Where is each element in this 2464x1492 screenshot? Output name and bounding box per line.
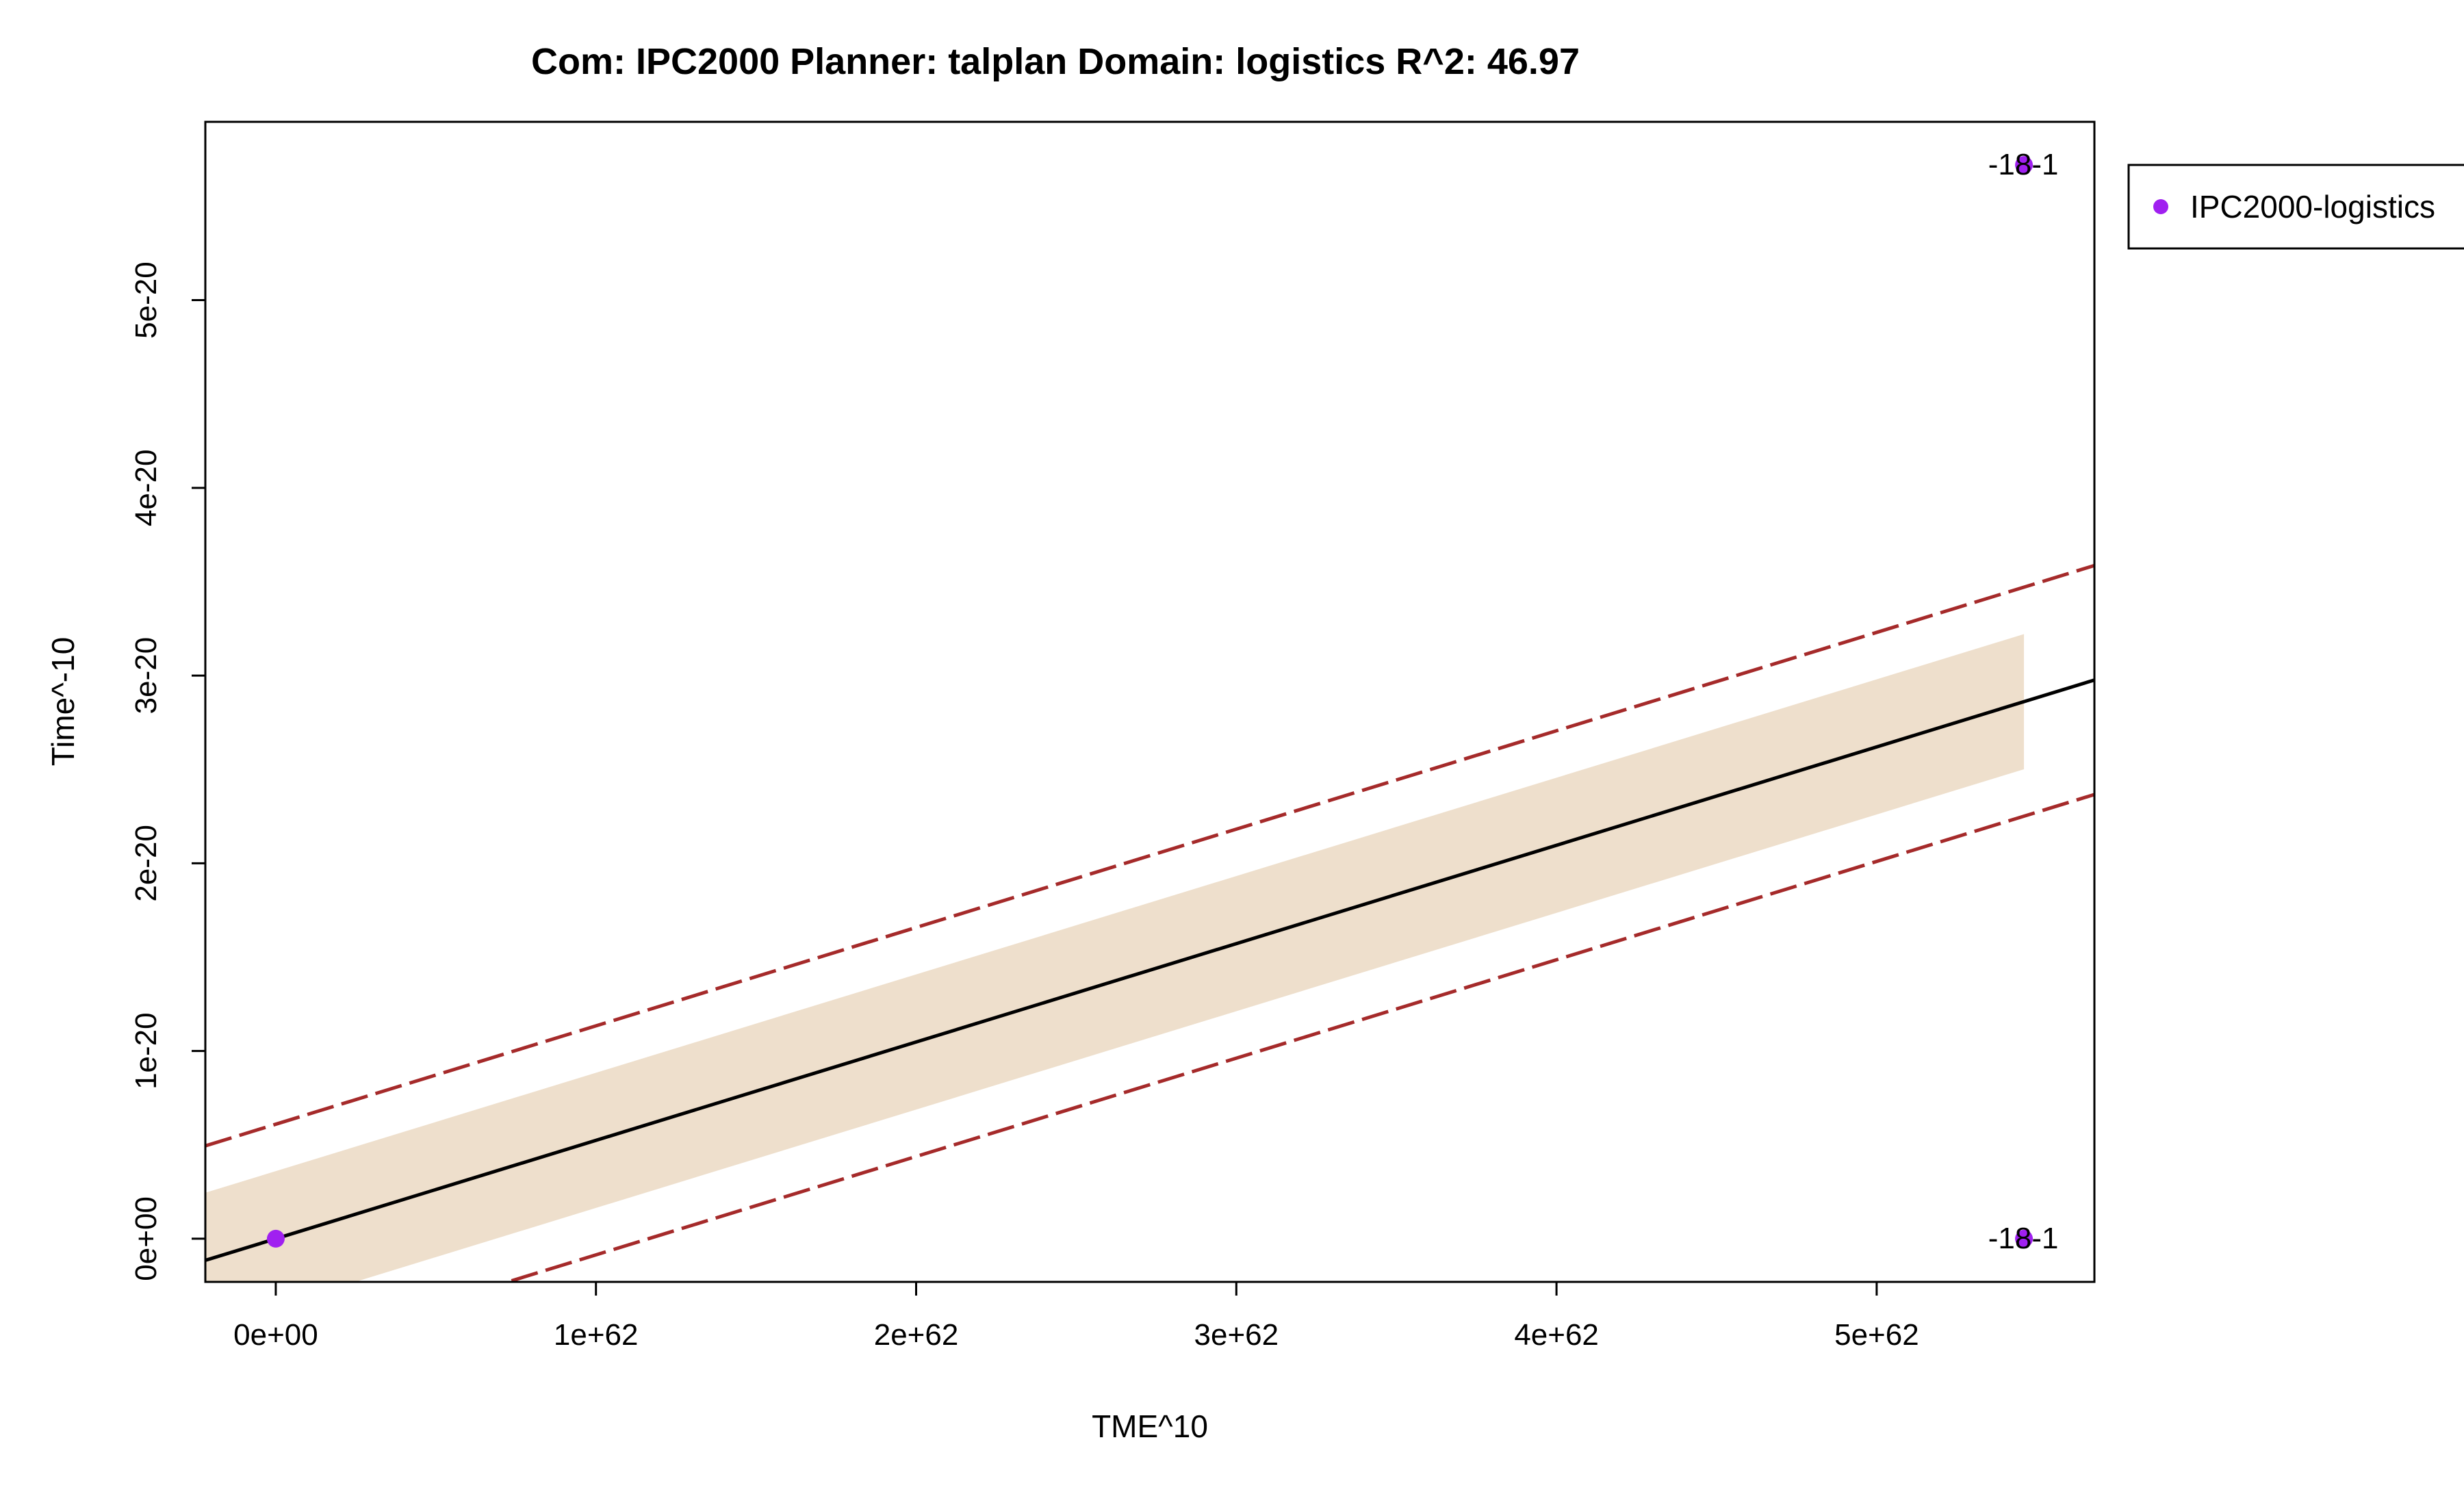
- prediction-line-upper: [205, 563, 2094, 1148]
- chart-title: Com: IPC2000 Planner: talplan Domain: lo…: [531, 41, 1580, 82]
- data-point: [2015, 1229, 2033, 1248]
- point-label: -18-1: [1988, 1222, 2059, 1255]
- legend: IPC2000-logistics: [2127, 164, 2464, 250]
- data-point: [266, 1229, 285, 1248]
- point-label: -18-1: [1988, 148, 2059, 181]
- x-tick-label: 2e+62: [874, 1318, 959, 1352]
- points-layer: -18-1 -18-1: [266, 148, 2059, 1255]
- data-point: [2015, 156, 2033, 175]
- x-axis-label: TME^10: [1092, 1409, 1208, 1444]
- regression-line: [205, 678, 2094, 1262]
- y-tick-label: 1e-20: [129, 1012, 163, 1090]
- y-tick-label: 0e+00: [129, 1196, 163, 1281]
- y-axis-label: Time^-10: [45, 637, 81, 767]
- x-tick-label: 0e+00: [233, 1318, 318, 1352]
- prediction-line-lower: [502, 793, 2094, 1282]
- y-tick-label: 2e-20: [129, 825, 163, 902]
- legend-box: [2127, 164, 2464, 250]
- x-tick-label: 5e+62: [1834, 1318, 1919, 1352]
- x-tick-label: 3e+62: [1194, 1318, 1279, 1352]
- y-tick-label: 3e-20: [129, 637, 163, 715]
- y-tick-label: 5e-20: [129, 261, 163, 339]
- y-tick-label: 4e-20: [129, 450, 163, 527]
- x-tick-label: 4e+62: [1514, 1318, 1599, 1352]
- legend-label: IPC2000-logistics: [2190, 189, 2435, 224]
- x-tick-label: 1e+62: [554, 1318, 639, 1352]
- y-axis: 0e+00 1e-20 2e-20 3e-20 4e-20 5e-20: [129, 261, 207, 1281]
- legend-marker: [2153, 199, 2168, 214]
- fit-lines-layer: [205, 563, 2094, 1282]
- x-axis: 0e+00 1e+62 2e+62 3e+62 4e+62 5e+62: [233, 1281, 1919, 1352]
